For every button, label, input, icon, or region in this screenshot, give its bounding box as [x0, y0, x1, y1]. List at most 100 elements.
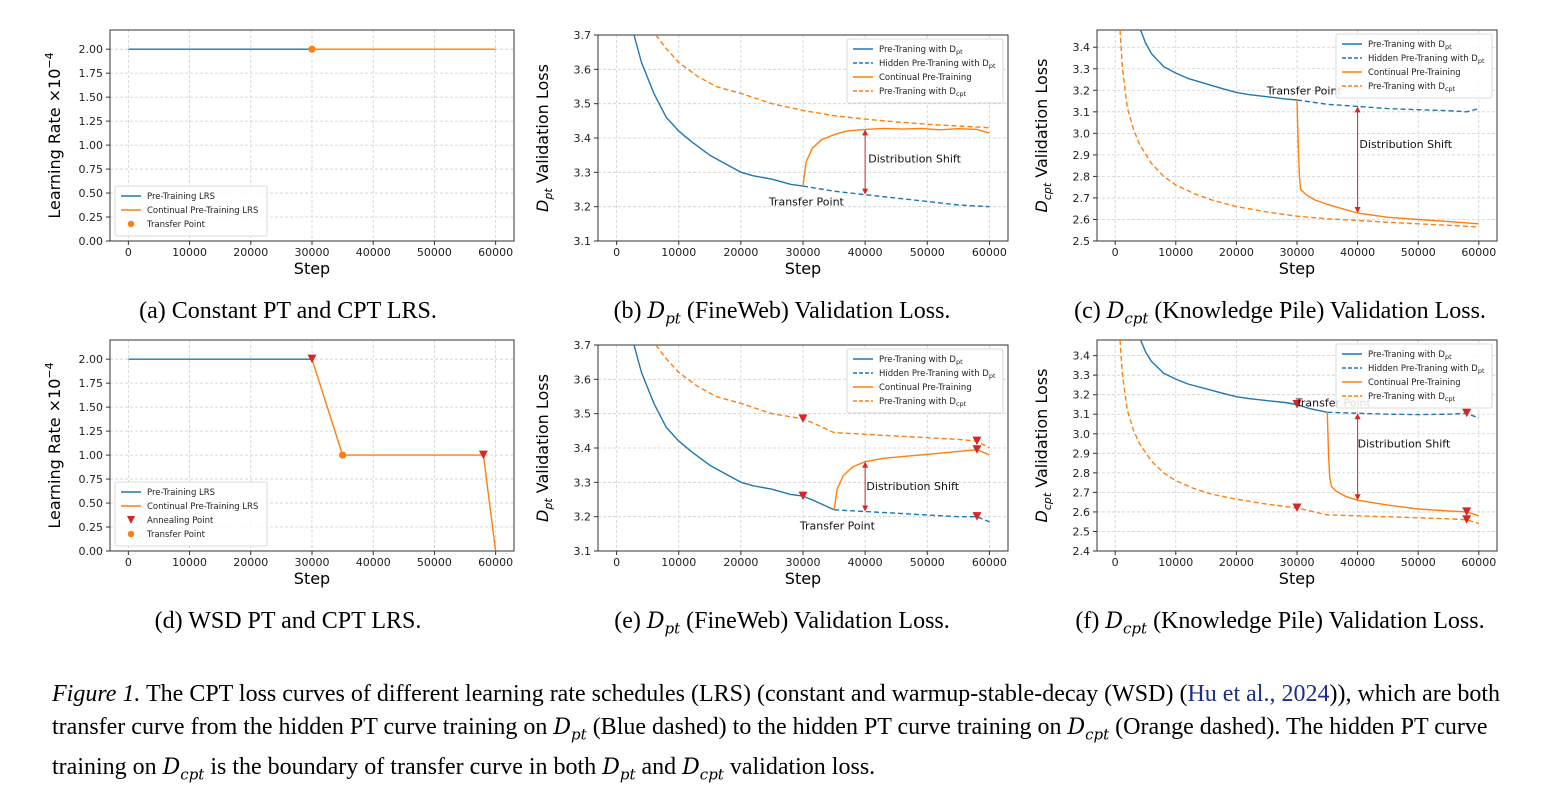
legend-box: [1335, 343, 1493, 409]
subplot-f: 0 10000 20000 30000 40000 50000 60000 2.4 2.5 2.6…: [1032, 339, 1498, 588]
y-tick-label: 3.0: [1073, 127, 1091, 140]
y-tick-label: 0.50: [79, 497, 104, 510]
y-tick-label: 3.1: [574, 235, 592, 248]
arrow-head: [1354, 207, 1361, 214]
x-tick-label: 60000: [478, 556, 513, 569]
x-axis-label: Step: [1279, 259, 1315, 278]
x-tick-label: 10000: [661, 246, 696, 259]
y-tick-label: 2.5: [1073, 235, 1091, 248]
y-tick-label: 2.00: [79, 353, 104, 366]
y-axis-label: Dcpt Validation Loss: [1032, 369, 1054, 523]
legend-label: Pre-Traning with Dpt: [1368, 350, 1452, 361]
x-tick-label: 10000: [172, 246, 207, 259]
y-tick-label: 2.7: [1073, 192, 1091, 205]
annealing-point-marker: [798, 414, 808, 423]
y-tick-label: 2.6: [1073, 213, 1091, 226]
annealing-point-marker: [972, 512, 982, 521]
series-line: [655, 35, 990, 129]
legend-box: [1335, 33, 1493, 99]
x-axis-label: Step: [1279, 569, 1315, 588]
legend-box: [114, 185, 268, 237]
annealing-point-marker: [798, 491, 808, 501]
annealing-point-marker: [972, 436, 982, 446]
series-line: [802, 127, 990, 187]
subplot-caption-e: (e) Dpt (FineWeb) Validation Loss.: [614, 608, 950, 638]
legend-label: Hidden Pre-Traning with Dpt: [879, 369, 996, 380]
legend-label: Pre-Traning with Dpt: [1368, 40, 1452, 51]
y-tick-label: 3.7: [574, 339, 592, 352]
figure-caption: Figure 1. The CPT loss curves of differe…: [52, 681, 1501, 784]
legend-label: Continual Pre-Training: [879, 383, 972, 393]
y-tick-label: 1.00: [79, 139, 104, 152]
x-tick-label: 10000: [661, 556, 696, 569]
y-tick-label: 3.6: [574, 373, 592, 386]
x-tick-label: 50000: [910, 556, 945, 569]
annealing-point-marker: [1292, 399, 1302, 409]
x-tick-label: 40000: [848, 246, 883, 259]
series-line: [802, 185, 990, 208]
y-tick-label: 0.00: [79, 235, 104, 248]
y-tick-label: 3.0: [1073, 428, 1091, 441]
x-tick-label: 20000: [233, 556, 268, 569]
series-line: [833, 449, 990, 510]
citation-link[interactable]: Hu et al., 2024: [1187, 681, 1330, 707]
legend-label: Pre-Training LRS: [147, 192, 215, 202]
figure-canvas: 0 10000 20000 30000 40000 50000 60000 0.00 0.25 0…: [43, 29, 1498, 588]
x-tick-label: 20000: [723, 556, 758, 569]
legend: Pre-Traning with Dpt Hidden Pre-Traning w…: [846, 348, 1004, 414]
y-tick-label: 0.25: [79, 211, 104, 224]
x-tick-label: 10000: [1158, 246, 1193, 259]
arrow-head: [1354, 413, 1361, 420]
annealing-point-marker: [1462, 408, 1472, 418]
y-tick-label: 3.4: [574, 132, 592, 145]
y-tick-label: 3.2: [1073, 389, 1091, 402]
y-tick-label: 3.3: [1073, 63, 1091, 76]
annotation-text: Distribution Shift: [1359, 138, 1452, 151]
legend-label: Pre-Traning with Dcpt: [1368, 82, 1456, 93]
x-tick-label: 40000: [1340, 556, 1375, 569]
x-tick-label: 60000: [478, 246, 513, 259]
series-line: [1119, 30, 1479, 228]
y-axis-label: Learning Rate ×10−4: [43, 362, 64, 528]
y-tick-label: 3.7: [574, 29, 592, 42]
x-axis-label: Step: [294, 259, 330, 278]
y-tick-label: 3.1: [1073, 408, 1091, 421]
legend: Pre-Training LRS Continual Pre-Training L…: [114, 481, 268, 547]
annotation-text: Distribution Shift: [868, 153, 961, 166]
y-tick-label: 2.9: [1073, 447, 1091, 460]
legend-box: [846, 38, 1004, 104]
y-tick-label: 3.4: [574, 442, 592, 455]
subplot-caption-a: (a) Constant PT and CPT LRS.: [139, 298, 437, 324]
y-tick-label: 3.4: [1073, 41, 1091, 54]
y-tick-label: 3.6: [574, 63, 592, 76]
annealing-point-marker: [1462, 515, 1472, 524]
legend-label: Pre-Training LRS: [147, 488, 215, 498]
legend-label: Continual Pre-Training LRS: [147, 206, 258, 216]
series-line: [633, 35, 804, 187]
annealing-point-marker: [1292, 503, 1302, 513]
legend-box: [114, 481, 268, 547]
x-tick-label: 40000: [356, 246, 391, 259]
subplot-caption-c: (c) Dcpt (Knowledge Pile) Validation Los…: [1074, 298, 1486, 328]
series-line: [1139, 30, 1298, 101]
y-tick-label: 3.3: [574, 166, 592, 179]
legend-label: Pre-Traning with Dpt: [879, 45, 963, 56]
y-tick-label: 2.6: [1073, 506, 1091, 519]
y-tick-label: 2.00: [79, 43, 104, 56]
legend-label: Continual Pre-Training: [1368, 68, 1461, 78]
y-tick-label: 3.1: [1073, 106, 1091, 119]
series-line: [1296, 99, 1479, 113]
y-tick-label: 0.50: [79, 187, 104, 200]
legend: Pre-Training LRS Continual Pre-Training L…: [114, 185, 268, 237]
series-line: [633, 345, 835, 511]
x-tick-label: 30000: [1280, 556, 1315, 569]
annotation-text: Transfer Point: [768, 196, 845, 209]
x-tick-label: 20000: [723, 246, 758, 259]
legend-label: Pre-Traning with Dpt: [879, 355, 963, 366]
series-line: [1326, 412, 1480, 517]
legend: Pre-Traning with Dpt Hidden Pre-Traning w…: [846, 38, 1004, 104]
y-tick-label: 2.9: [1073, 149, 1091, 162]
subplot-caption-f: (f) Dcpt (Knowledge Pile) Validation Los…: [1075, 608, 1485, 638]
x-tick-label: 20000: [233, 246, 268, 259]
arrow-head: [862, 188, 869, 195]
